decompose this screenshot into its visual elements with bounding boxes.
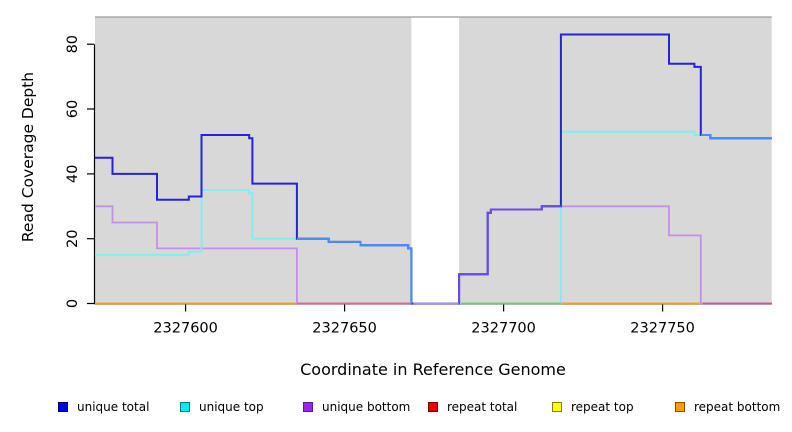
y-tick-label: 80	[65, 35, 81, 53]
series-overlay-total-equals-top-right	[700, 134, 772, 140]
x-tick-label: 2327650	[312, 321, 377, 337]
y-tick-label: 0	[65, 299, 81, 308]
legend-swatch-icon	[180, 402, 190, 412]
legend-item-unique-top: unique top	[180, 400, 264, 414]
legend-swatch-icon	[58, 402, 68, 412]
legend-swatch-icon	[303, 402, 313, 412]
y-tick-label: 40	[65, 165, 81, 183]
legend-item-repeat-bottom: repeat bottom	[675, 400, 780, 414]
x-tick-label: 2327600	[153, 321, 218, 337]
x-tick-label: 2327700	[471, 321, 536, 337]
legend-label: repeat total	[447, 400, 518, 414]
y-tick-label: 20	[65, 229, 81, 247]
legend-swatch-icon	[428, 402, 438, 412]
legend-label: unique bottom	[322, 400, 411, 414]
y-tick-label: 60	[65, 100, 81, 118]
legend-item-unique-bottom: unique bottom	[303, 400, 410, 414]
legend-swatch-icon	[675, 402, 685, 412]
series-overlay-total-equals-top-mid	[296, 237, 413, 304]
legend-label: unique total	[77, 400, 150, 414]
shaded-region	[459, 17, 772, 304]
legend-label: repeat bottom	[694, 400, 781, 414]
legend-item-repeat-total: repeat total	[428, 400, 517, 414]
y-axis-title: Read Coverage Depth	[19, 71, 37, 243]
series-overlay-total-equals-bottom	[458, 205, 561, 304]
legend-item-repeat-top: repeat top	[552, 400, 634, 414]
legend-label: unique top	[199, 400, 264, 414]
legend-item-unique-total: unique total	[58, 400, 149, 414]
x-tick-label: 2327750	[630, 321, 695, 337]
legend-label: repeat top	[571, 400, 634, 414]
legend-swatch-icon	[552, 402, 562, 412]
x-axis-title: Coordinate in Reference Genome	[300, 360, 566, 379]
